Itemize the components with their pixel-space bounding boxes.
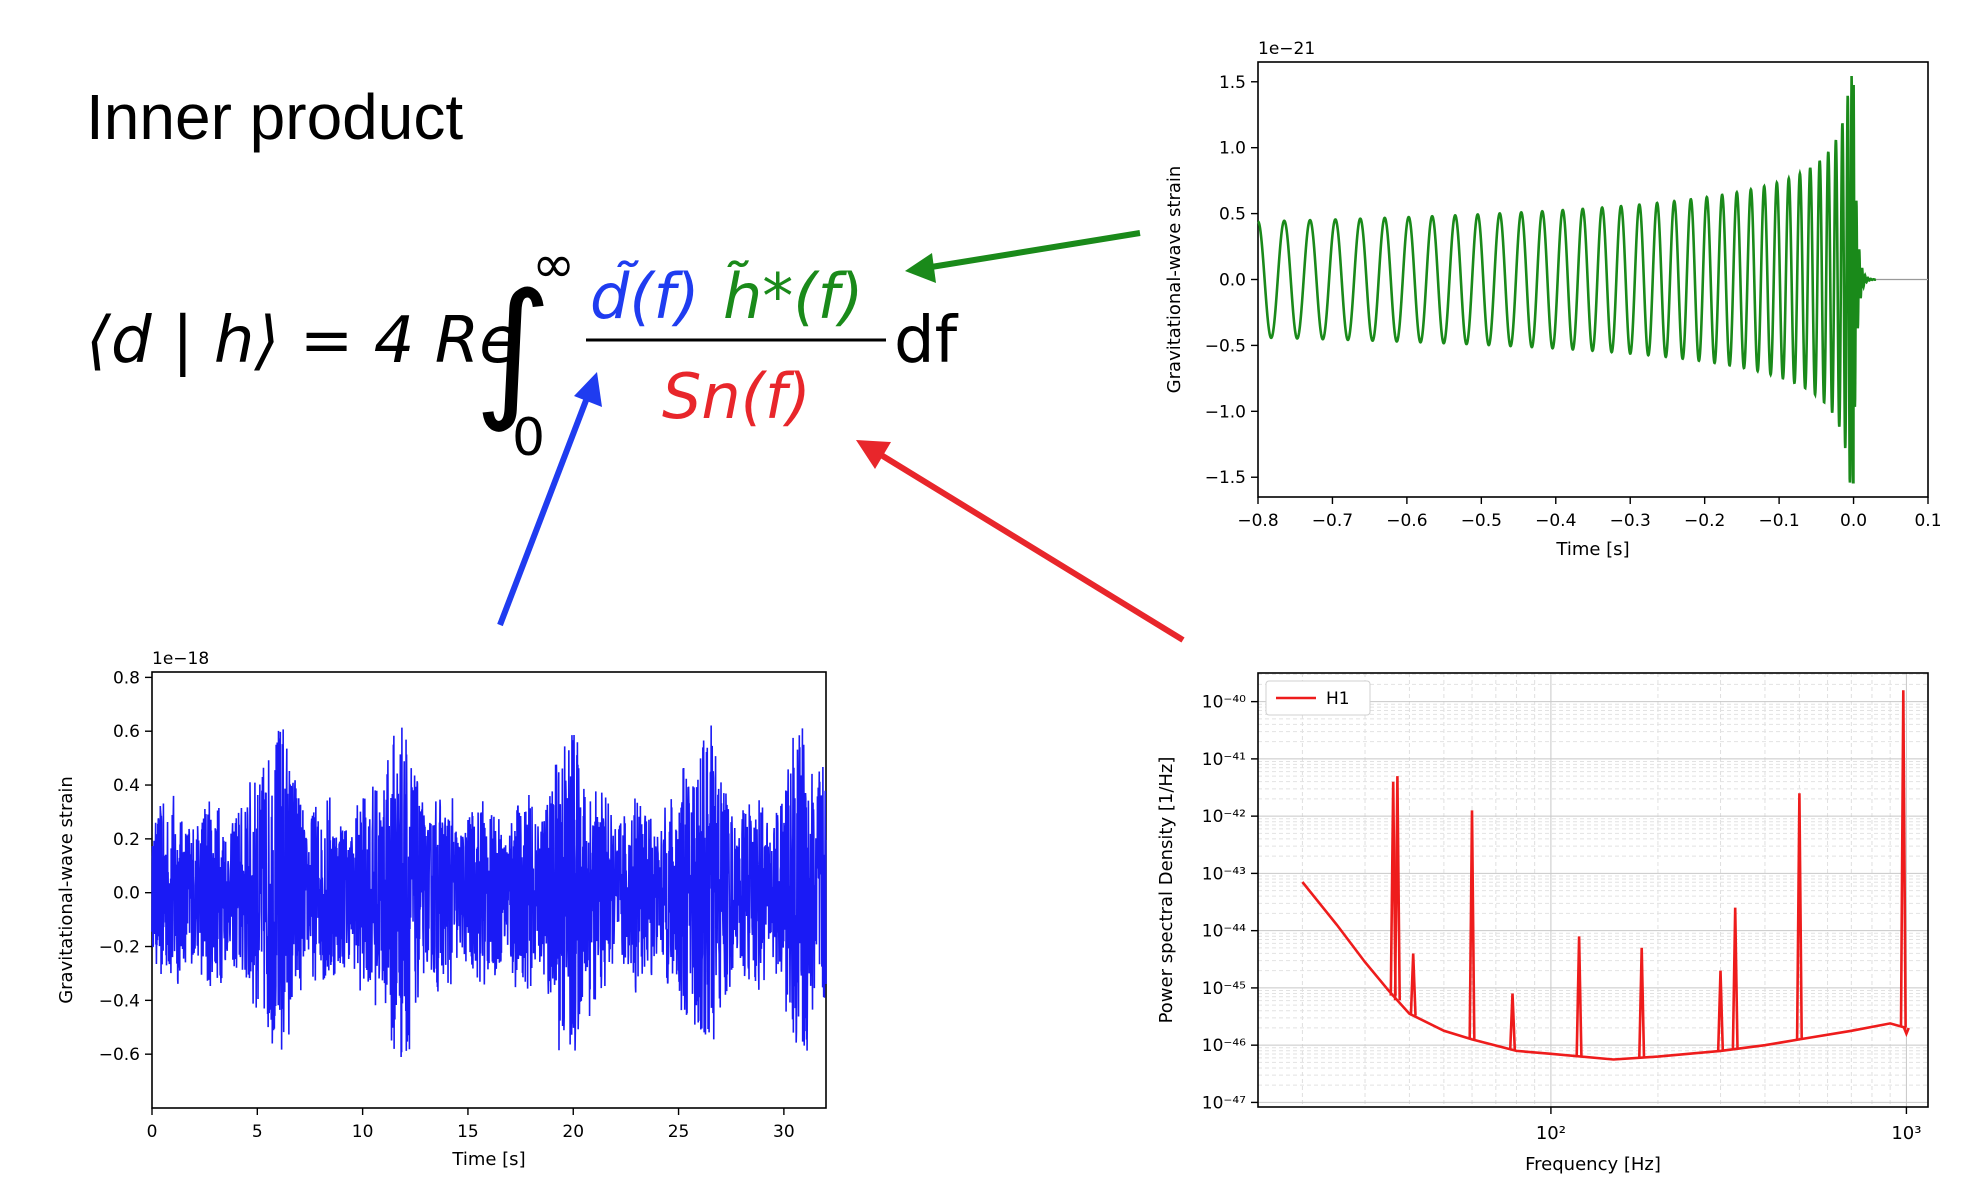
y-tick-label: 0.2 xyxy=(113,830,140,850)
spectral-line xyxy=(1638,947,1646,1058)
x-tick-label: −0.2 xyxy=(1684,511,1725,531)
denominator-s: Sn(f) xyxy=(662,360,811,433)
differential: df xyxy=(894,304,959,378)
series-line-noise xyxy=(151,725,827,1058)
y-tick-label: 1.5 xyxy=(1219,73,1246,93)
arrows xyxy=(497,230,1185,643)
spectral-line xyxy=(1393,776,1401,1001)
x-tick-label: 10³ xyxy=(1891,1123,1921,1144)
y-axis-label: Gravitational-wave strain xyxy=(56,776,77,1004)
y-tick-label: 10⁻⁴³ xyxy=(1202,864,1246,884)
x-tick-label: 0.1 xyxy=(1914,511,1941,531)
y-axis-label: Power spectral Density [1/Hz] xyxy=(1156,757,1177,1024)
y-tick-label: −0.5 xyxy=(1205,336,1246,356)
y-tick-label: 0.5 xyxy=(1219,205,1246,225)
x-tick-label: 5 xyxy=(252,1122,263,1142)
x-tick-label: −0.1 xyxy=(1758,511,1799,531)
y-tick-label: 0.0 xyxy=(1219,271,1246,291)
y-tick-label: −0.2 xyxy=(99,938,140,958)
x-tick-label: −0.5 xyxy=(1461,511,1502,531)
numerator-h: h̃*(f) xyxy=(723,260,864,333)
arrow-red xyxy=(871,447,1185,643)
spectral-line xyxy=(1731,907,1739,1050)
x-tick-label: 0.0 xyxy=(1840,511,1867,531)
page-title: Inner product xyxy=(86,81,464,153)
x-tick-label: 0 xyxy=(147,1122,158,1142)
spectral-line xyxy=(1409,953,1417,1016)
y-tick-label: 10⁻⁴⁰ xyxy=(1202,693,1246,713)
spectral-line xyxy=(1716,970,1725,1051)
offset-label: 1e−21 xyxy=(1258,39,1315,59)
y-tick-label: 10⁻⁴¹ xyxy=(1202,750,1246,770)
spectral-line xyxy=(1575,936,1583,1057)
y-tick-label: 10⁻⁴⁴ xyxy=(1202,922,1246,942)
spectral-line xyxy=(1508,993,1517,1050)
x-axis-label: Time [s] xyxy=(1555,539,1629,560)
integral-upper: ∞ xyxy=(532,235,575,295)
y-tick-label: −1.5 xyxy=(1205,468,1246,488)
y-tick-label: 1.0 xyxy=(1219,139,1246,159)
y-tick-label: −0.6 xyxy=(99,1045,140,1065)
x-tick-label: −0.7 xyxy=(1312,511,1353,531)
x-tick-label: 25 xyxy=(668,1122,690,1142)
x-tick-label: 15 xyxy=(457,1122,479,1142)
x-tick-label: −0.3 xyxy=(1610,511,1651,531)
y-tick-label: 0.8 xyxy=(113,668,140,688)
x-tick-label: 30 xyxy=(773,1122,795,1142)
numerator-d: d̃(f) xyxy=(590,260,700,333)
x-axis-label: Frequency [Hz] xyxy=(1525,1154,1661,1175)
y-tick-label: 10⁻⁴⁶ xyxy=(1202,1036,1246,1056)
integral-sign: ∫ xyxy=(474,262,552,436)
y-tick-label: 0.6 xyxy=(113,722,140,742)
integral-lower: 0 xyxy=(512,408,545,468)
y-tick-label: 10⁻⁴⁵ xyxy=(1202,979,1246,999)
x-tick-label: −0.8 xyxy=(1237,511,1278,531)
arrowhead-green xyxy=(905,253,936,283)
offset-label: 1e−18 xyxy=(152,649,209,669)
legend-label: H1 xyxy=(1326,689,1350,709)
y-tick-label: 0.4 xyxy=(113,776,140,796)
y-tick-label: 0.0 xyxy=(113,884,140,904)
spectral-line xyxy=(1468,810,1476,1040)
x-axis-label: Time [s] xyxy=(451,1149,525,1170)
series-line-H1 xyxy=(1301,881,1907,1061)
y-tick-label: 10⁻⁴⁷ xyxy=(1202,1093,1246,1113)
arrowhead-red xyxy=(856,440,891,469)
series-line-chirp xyxy=(1257,75,1877,484)
plot-frame xyxy=(1257,672,1929,1108)
y-tick-label: 10⁻⁴² xyxy=(1202,807,1246,827)
spectral-line xyxy=(1902,1027,1910,1038)
arrow-blue xyxy=(497,388,593,627)
formula-lhs: ⟨d | h⟩ = 4 Re xyxy=(86,304,519,378)
y-tick-label: −1.0 xyxy=(1205,402,1246,422)
x-tick-label: 10² xyxy=(1536,1123,1566,1144)
x-tick-label: −0.6 xyxy=(1386,511,1427,531)
x-tick-label: 10 xyxy=(352,1122,374,1142)
spectral-line xyxy=(1899,690,1907,1028)
spectral-line xyxy=(1795,793,1803,1040)
y-axis-label: Gravitational-wave strain xyxy=(1164,166,1185,394)
legend-box xyxy=(1265,680,1371,716)
arrowhead-blue xyxy=(574,372,602,407)
arrow-green xyxy=(924,230,1141,271)
x-tick-label: 20 xyxy=(562,1122,584,1142)
x-tick-label: −0.4 xyxy=(1535,511,1576,531)
y-tick-label: −0.4 xyxy=(99,991,140,1011)
